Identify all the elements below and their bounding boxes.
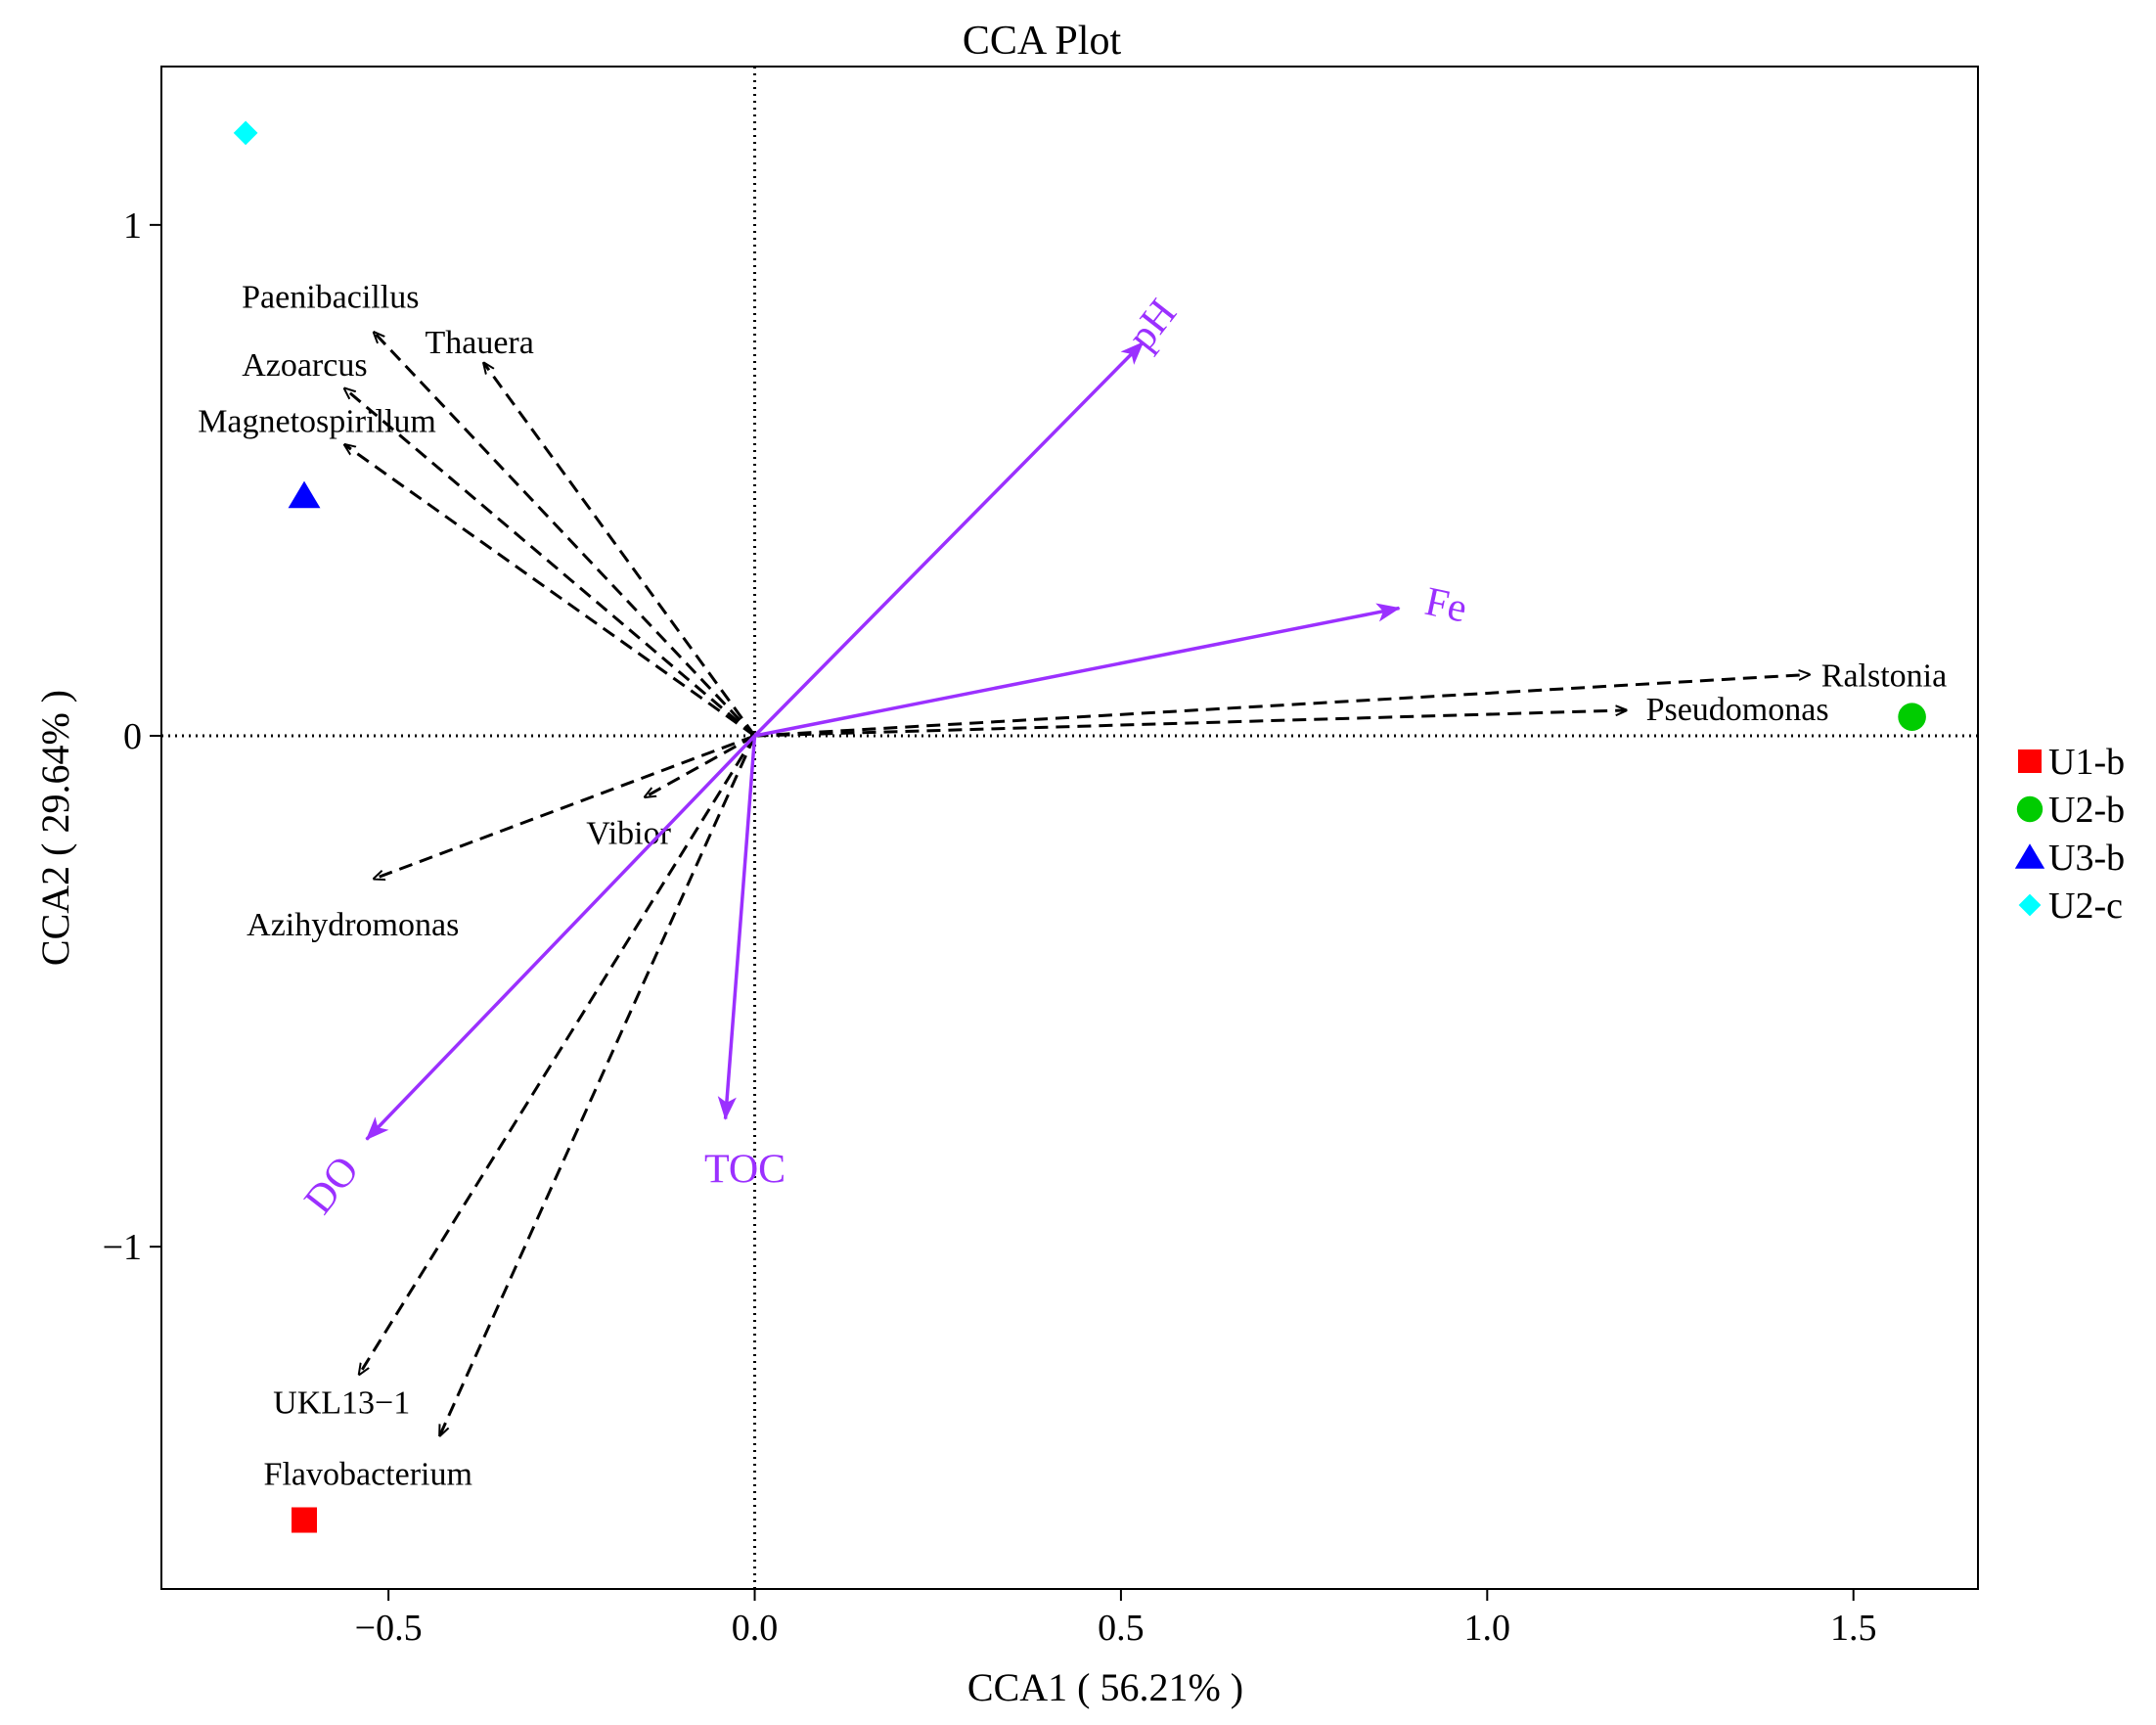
y-tick-label: −1 bbox=[103, 1227, 142, 1268]
y-axis: −1 0 1 bbox=[103, 205, 161, 1268]
species-arrow-azihydromonas bbox=[374, 734, 756, 879]
legend-key-u2-c bbox=[2018, 893, 2042, 917]
species-arrow-paenibacillus bbox=[374, 333, 756, 738]
species-label-flavobacterium: Flavobacterium bbox=[264, 1456, 472, 1492]
plot-panel bbox=[160, 66, 1979, 1590]
x-tick-label: 0.0 bbox=[732, 1608, 779, 1649]
x-tick-label: −0.5 bbox=[355, 1608, 423, 1649]
y-tick-label: 0 bbox=[123, 716, 142, 757]
sample-points bbox=[233, 120, 1926, 1533]
env-label-ph: pH bbox=[1119, 292, 1186, 359]
y-axis-label: CCA2 ( 29.64% ) bbox=[33, 690, 77, 966]
sample-point-u2-c bbox=[233, 120, 258, 146]
species-arrow-ukl13-1 bbox=[359, 735, 756, 1375]
species-label-azoarcus: Azoarcus bbox=[242, 347, 367, 384]
x-axis-label: CCA1 ( 56.21% ) bbox=[967, 1665, 1243, 1709]
species-arrow-vibior bbox=[645, 734, 756, 797]
species-arrow-ralstonia bbox=[754, 674, 1810, 738]
legend-key-u1-b bbox=[2018, 749, 2042, 773]
environmental-vectors: pH Fe DO TOC bbox=[296, 292, 1471, 1223]
env-arrow-do bbox=[365, 734, 756, 1141]
sample-point-u3-b bbox=[288, 480, 321, 509]
species-label-ukl13-1: UKL13−1 bbox=[273, 1385, 410, 1422]
species-arrow-thauera bbox=[483, 363, 756, 737]
sample-point-u1-b bbox=[292, 1507, 318, 1533]
env-arrow-ph bbox=[753, 340, 1145, 738]
legend-key-u2-b bbox=[2016, 795, 2044, 823]
legend-label-u2-b: U2-b bbox=[2048, 790, 2125, 831]
y-tick-label: 1 bbox=[123, 205, 142, 247]
env-arrow-toc bbox=[717, 735, 757, 1120]
species-label-magnetospirillum: Magnetospirillum bbox=[198, 403, 436, 439]
legend-label-u2-c: U2-c bbox=[2048, 885, 2123, 927]
env-label-toc: TOC bbox=[704, 1148, 786, 1193]
zero-lines bbox=[161, 67, 1978, 1589]
species-arrow-pseudomonas bbox=[754, 710, 1627, 738]
species-label-ralstonia: Ralstonia bbox=[1821, 658, 1947, 694]
legend: U1-b U2-b U3-b U2-c bbox=[2014, 742, 2125, 927]
species-arrow-magnetospirillum bbox=[344, 444, 756, 738]
env-label-fe: Fe bbox=[1421, 579, 1471, 632]
legend-label-u1-b: U1-b bbox=[2048, 742, 2125, 783]
legend-label-u3-b: U3-b bbox=[2048, 838, 2125, 879]
env-arrow-fe bbox=[754, 603, 1401, 738]
legend-key-u3-b bbox=[2014, 843, 2045, 869]
chart-title: CCA Plot bbox=[963, 19, 1122, 64]
species-label-pseudomonas: Pseudomonas bbox=[1646, 692, 1829, 728]
x-tick-label: 0.5 bbox=[1098, 1608, 1145, 1649]
sample-point-u2-b bbox=[1898, 703, 1926, 731]
species-label-azihydromonas: Azihydromonas bbox=[247, 907, 459, 943]
env-label-do: DO bbox=[296, 1148, 369, 1222]
species-arrow-azoarcus bbox=[344, 388, 756, 738]
species-label-vibior: Vibior bbox=[586, 816, 671, 852]
species-label-paenibacillus: Paenibacillus bbox=[242, 280, 419, 316]
x-axis: −0.5 0.0 0.5 1.0 1.5 bbox=[355, 1589, 1877, 1649]
species-label-thauera: Thauera bbox=[425, 325, 533, 361]
x-tick-label: 1.5 bbox=[1830, 1608, 1877, 1649]
x-tick-label: 1.0 bbox=[1464, 1608, 1511, 1649]
